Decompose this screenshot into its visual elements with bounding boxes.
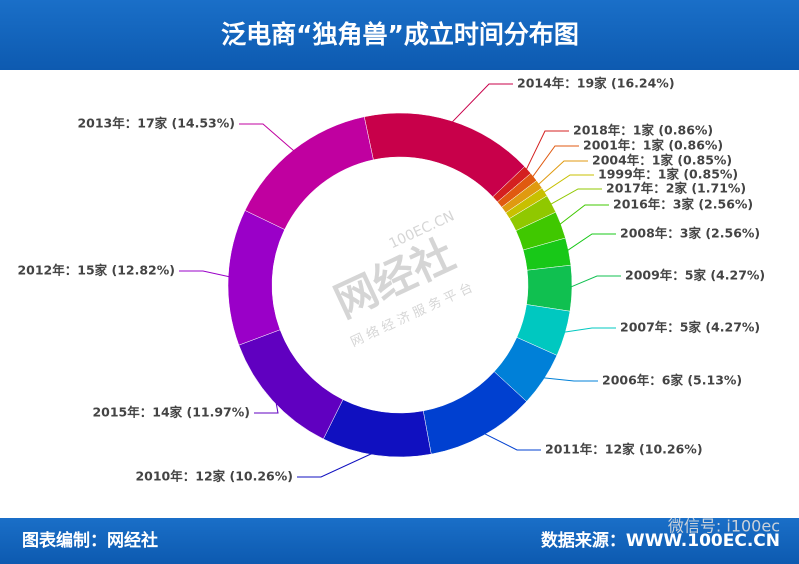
donut [227, 112, 573, 458]
data-label: 1999年：1家 (0.85%) [598, 167, 738, 182]
data-label: 2016年：3家 (2.56%) [613, 197, 753, 212]
donut-segment [244, 116, 374, 230]
header-bar [0, 0, 799, 70]
donut-segment [227, 210, 285, 346]
data-label: 2006年：6家 (5.13%) [602, 373, 742, 388]
footer-right: 数据来源：WWW.100EC.CN [541, 530, 780, 551]
leader-line [530, 145, 579, 180]
leader-line [564, 233, 616, 253]
leader-line [535, 160, 588, 187]
leader-line [254, 397, 279, 414]
leader-line [540, 376, 598, 382]
data-label: 2010年：12家 (10.26%) [135, 469, 293, 484]
watermark: 网经社 100EC.CN 网 络 经 济 服 务 平 台 [327, 208, 475, 350]
leader-line [524, 130, 569, 173]
data-label: 2007年：5家 (4.27%) [620, 320, 760, 335]
leader-line [557, 204, 609, 227]
data-label: 2018年：1家 (0.86%) [573, 123, 713, 138]
donut-segment [526, 264, 573, 312]
leader-line [239, 123, 297, 154]
watermark-wechat: 微信号: i100ec [668, 517, 780, 536]
leader-line [561, 327, 616, 334]
data-label: 2012年：15家 (12.82%) [17, 263, 175, 278]
chart-title: 泛电商“独角兽”成立时间分布图 [221, 20, 579, 49]
data-label: 2001年：1家 (0.86%) [583, 138, 723, 153]
data-label: 2015年：14家 (11.97%) [92, 405, 250, 420]
footer-left: 图表编制：网经社 [22, 530, 158, 551]
donut-segment [363, 112, 526, 198]
leader-line [297, 450, 377, 478]
data-label: 2017年：2家 (1.71%) [606, 181, 746, 196]
donut-segment [323, 399, 432, 458]
data-label: 2008年：3家 (2.56%) [620, 226, 760, 241]
data-label: 2013年：17家 (14.53%) [77, 116, 235, 131]
leader-line [449, 83, 513, 125]
donut-segment [238, 329, 344, 440]
data-label: 2009年：5家 (4.27%) [625, 268, 765, 283]
leader-line [540, 174, 594, 195]
data-label: 2004年：1家 (0.85%) [592, 153, 732, 168]
leader-line [567, 275, 621, 289]
leader-line [547, 188, 602, 207]
leader-line [179, 270, 233, 278]
footer-bar [0, 518, 799, 564]
data-label: 2014年：19家 (16.24%) [517, 76, 675, 91]
leader-line [481, 431, 541, 451]
data-label: 2011年：12家 (10.26%) [545, 442, 703, 457]
